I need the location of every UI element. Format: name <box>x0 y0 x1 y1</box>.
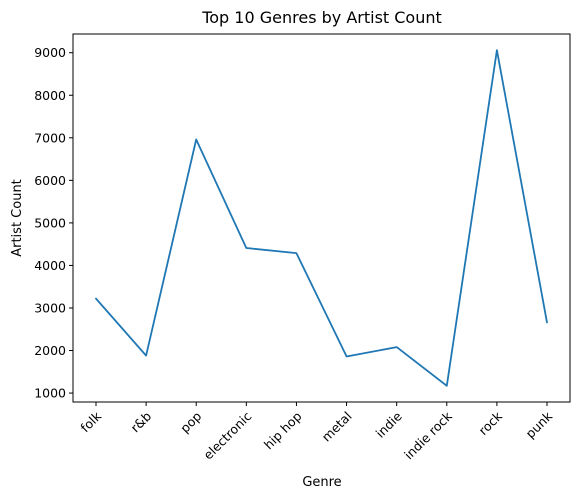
y-tick-label: 9000 <box>34 45 66 60</box>
series-group <box>95 49 548 387</box>
y-tick-label: 5000 <box>34 215 66 230</box>
plot-area: 1000 2000 3000 4000 5000 6000 7000 8000 9000 fol… <box>34 33 571 463</box>
series-line <box>95 49 548 387</box>
chart-title: Top 10 Genres by Artist Count <box>201 8 442 27</box>
x-tick-label: folk <box>77 408 104 435</box>
x-tick-label: indie <box>373 408 405 440</box>
y-axis-label: Artist Count <box>10 179 25 257</box>
x-tick-label: pop <box>177 408 204 435</box>
axes-frame <box>72 33 571 403</box>
y-tick-label: 1000 <box>34 386 66 401</box>
x-tick-label: punk <box>523 408 556 441</box>
y-axis-ticks: 1000 2000 3000 4000 5000 6000 7000 8000 9000 <box>34 45 73 401</box>
x-tick-label: r&b <box>127 408 154 435</box>
y-tick-label: 2000 <box>34 343 66 358</box>
y-tick-label: 7000 <box>34 130 66 145</box>
x-tick-label: metal <box>319 409 355 445</box>
x-tick-label: electronic <box>200 408 254 462</box>
y-tick-label: 4000 <box>34 258 66 273</box>
y-tick-label: 8000 <box>34 88 66 103</box>
x-tick-label: rock <box>476 408 506 438</box>
x-tick-label: indie rock <box>401 408 455 462</box>
y-tick-label: 6000 <box>34 173 66 188</box>
y-tick-label: 3000 <box>34 300 66 315</box>
x-tick-label: hip hop <box>261 408 305 452</box>
x-axis-label: Genre <box>302 475 341 490</box>
